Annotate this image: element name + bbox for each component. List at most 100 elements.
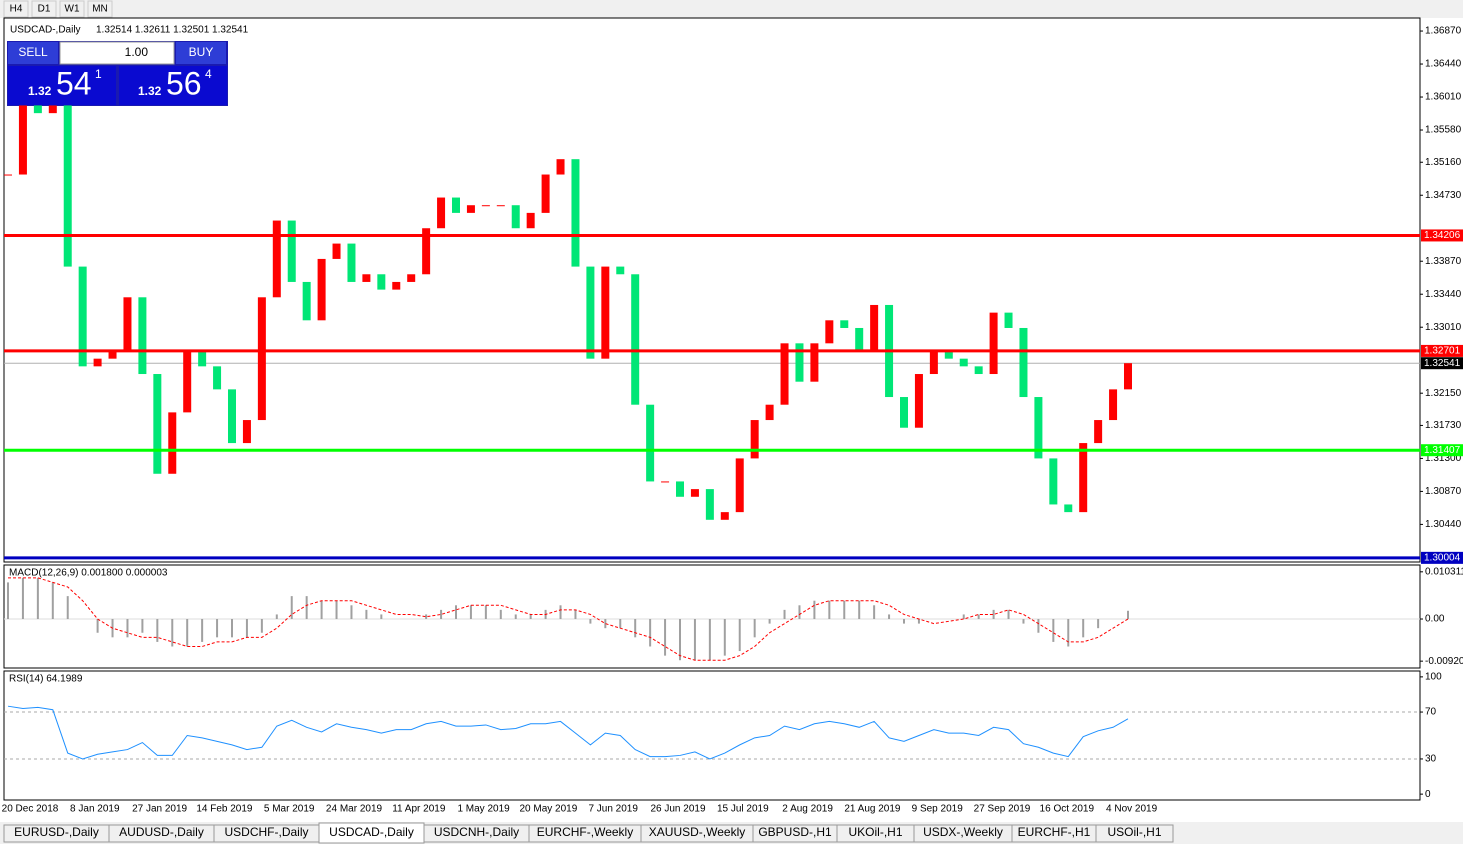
- candle: [750, 420, 759, 459]
- x-tick-label: 1 May 2019: [457, 804, 510, 815]
- candle: [646, 404, 655, 482]
- current-label-bg: [1421, 357, 1463, 370]
- buy-label[interactable]: BUY: [189, 45, 214, 59]
- timeframe-button[interactable]: [3, 0, 29, 18]
- x-tick-label: 2 Aug 2019: [782, 804, 833, 815]
- symbol-tab-label[interactable]: USDCHF-,Daily: [225, 825, 309, 839]
- candle: [1004, 312, 1013, 328]
- candle: [855, 327, 864, 351]
- candle: [765, 404, 774, 421]
- buy-big: 1.32: [138, 84, 162, 98]
- y-tick-label: 100: [1425, 672, 1442, 683]
- x-tick-label: 20 May 2019: [519, 804, 577, 815]
- candle: [1109, 389, 1118, 421]
- candle: [317, 258, 326, 321]
- symbol-tab-label[interactable]: EURUSD-,Daily: [14, 825, 99, 839]
- timeframe-button[interactable]: [87, 0, 113, 18]
- y-tick-label: 0: [1425, 789, 1431, 800]
- symbol-tab-label[interactable]: USDCNH-,Daily: [434, 825, 519, 839]
- symbol-tab[interactable]: [1095, 824, 1174, 843]
- candle: [153, 374, 162, 474]
- chart-quote: 1.32514 1.32611 1.32501 1.32541: [96, 25, 249, 36]
- candle: [228, 389, 236, 444]
- candle: [183, 350, 192, 413]
- candle: [511, 205, 520, 229]
- sell-price-box[interactable]: [8, 66, 116, 105]
- candle: [929, 350, 938, 375]
- candle: [720, 512, 729, 520]
- level-label: 1.34206: [1424, 230, 1461, 241]
- timeframe-label[interactable]: H4: [10, 4, 23, 15]
- timeframe-button[interactable]: [59, 0, 85, 18]
- candle: [661, 481, 670, 483]
- candle: [213, 366, 222, 390]
- x-tick-label: 14 Feb 2019: [196, 804, 253, 815]
- y-tick-label: 1.33870: [1425, 256, 1462, 267]
- sell-digits: 54: [56, 65, 92, 101]
- symbol-tab-label[interactable]: UKOil-,H1: [848, 825, 902, 839]
- y-tick-label: 1.36440: [1425, 59, 1462, 70]
- y-tick-label: 0.00: [1425, 614, 1445, 625]
- symbol-tab-label[interactable]: USDX-,Weekly: [923, 825, 1003, 839]
- x-tick-label: 5 Mar 2019: [264, 804, 315, 815]
- candle: [377, 274, 386, 290]
- timeframe-label[interactable]: D1: [38, 4, 51, 15]
- lot-value[interactable]: 1.00: [125, 45, 149, 59]
- current-label: 1.32541: [1424, 358, 1461, 369]
- candle: [1049, 458, 1058, 505]
- candle: [347, 243, 356, 282]
- candle: [93, 358, 102, 367]
- rsi-line: [7, 705, 1129, 760]
- symbol-tab-label[interactable]: AUDUSD-,Daily: [119, 825, 204, 839]
- sell-pip: 1: [95, 67, 102, 81]
- candle: [407, 274, 416, 282]
- timeframe-label[interactable]: W1: [65, 4, 80, 15]
- chart-symbol: USDCAD-,Daily: [10, 25, 81, 36]
- symbol-tab-label[interactable]: XAUUSD-,Weekly: [649, 825, 745, 839]
- sell-label[interactable]: SELL: [18, 45, 48, 59]
- buy-price-box[interactable]: [119, 66, 227, 105]
- candle: [362, 274, 371, 282]
- macd-title: MACD(12,26,9) 0.001800 0.000003: [9, 568, 168, 579]
- candle: [1079, 443, 1088, 513]
- sell-button[interactable]: [8, 42, 58, 64]
- symbol-tab-label[interactable]: EURCHF-,H1: [1018, 825, 1091, 839]
- y-tick-label: 1.30870: [1425, 486, 1462, 497]
- level-label-bg: [1421, 344, 1463, 357]
- candle: [690, 489, 699, 497]
- candle: [392, 281, 401, 290]
- candle: [242, 420, 251, 444]
- candle: [481, 205, 490, 207]
- timeframe-label[interactable]: MN: [92, 4, 108, 15]
- candle: [676, 481, 684, 497]
- candle: [1034, 397, 1043, 459]
- timeframe-button[interactable]: [31, 0, 57, 18]
- level-label-bg: [1421, 229, 1463, 242]
- candle: [780, 343, 789, 405]
- symbol-tab-label[interactable]: GBPUSD-,H1: [758, 825, 832, 839]
- candle: [123, 297, 132, 351]
- candle: [422, 228, 431, 275]
- symbol-tab-label[interactable]: EURCHF-,Weekly: [537, 825, 633, 839]
- lot-input[interactable]: [59, 41, 175, 65]
- candle: [1064, 504, 1073, 513]
- candle: [257, 297, 266, 421]
- candle: [974, 366, 983, 375]
- y-tick-label: 1.36010: [1425, 92, 1462, 103]
- candle: [63, 105, 72, 267]
- y-tick-label: 1.35580: [1425, 125, 1462, 136]
- y-tick-label: 70: [1425, 707, 1437, 718]
- symbol-tab-label[interactable]: USDCAD-,Daily: [329, 825, 414, 839]
- buy-button[interactable]: [176, 42, 226, 64]
- candle: [48, 105, 57, 114]
- toolbar: [0, 0, 1463, 18]
- candle: [914, 374, 923, 428]
- buy-pip: 4: [205, 67, 212, 81]
- y-tick-label: 1.31300: [1425, 453, 1462, 464]
- candle: [586, 266, 595, 359]
- symbol-tab-label[interactable]: USOil-,H1: [1107, 825, 1161, 839]
- candle: [198, 350, 207, 367]
- x-tick-label: 15 Jul 2019: [717, 804, 769, 815]
- candle: [571, 159, 580, 267]
